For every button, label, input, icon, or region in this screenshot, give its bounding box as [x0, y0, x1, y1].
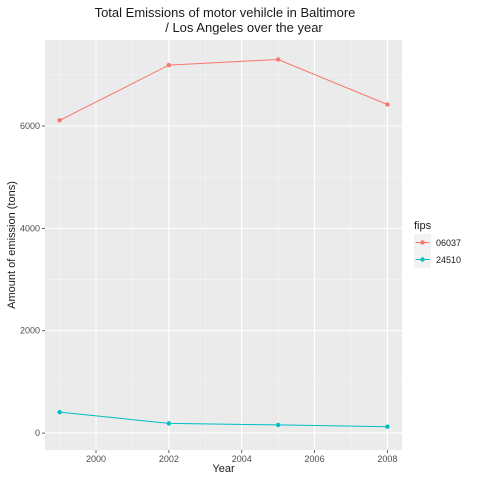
series-point-06037: [385, 102, 390, 107]
legend: fips 06037 24510: [414, 220, 461, 268]
major-gridlines: [45, 40, 402, 450]
y-axis: 0 2000 4000 6000: [20, 121, 45, 438]
series-layer: [57, 57, 390, 429]
plot-panel: [45, 40, 402, 450]
series-point-06037: [57, 118, 62, 123]
series-point-24510: [385, 424, 390, 429]
legend-label: 06037: [436, 238, 461, 248]
chart-title-line-2: / Los Angeles over the year: [165, 20, 323, 35]
legend-key-point: [420, 257, 425, 262]
series-point-24510: [166, 421, 172, 426]
x-tick-label: 2002: [159, 454, 179, 464]
y-tick-label: 2000: [20, 326, 40, 336]
chart-title-line-1: Total Emissions of motor vehilcle in Bal…: [95, 5, 356, 20]
series-point-06037: [166, 62, 172, 68]
x-tick-label: 2000: [86, 454, 106, 464]
series-point-06037: [275, 57, 281, 62]
x-axis-title: Year: [212, 463, 235, 475]
y-tick-label: 4000: [20, 223, 40, 233]
series-line-24510: [59, 411, 388, 428]
legend-key-point: [420, 240, 425, 245]
x-tick-label: 2006: [305, 454, 325, 464]
y-tick-label: 0: [35, 428, 40, 438]
x-axis: 2000 2002 2004 2006 2008: [86, 450, 397, 464]
minor-gridlines: [45, 40, 402, 450]
series-point-24510: [275, 422, 281, 428]
legend-label: 24510: [436, 255, 461, 265]
legend-title: fips: [414, 220, 432, 232]
y-axis-title: Amount of emission (tons): [6, 181, 18, 309]
x-tick-label: 2008: [377, 454, 397, 464]
x-tick-label: 2004: [232, 454, 252, 464]
series-line-06037: [59, 58, 388, 121]
y-tick-label: 6000: [20, 121, 40, 131]
series-point-24510: [57, 409, 62, 415]
